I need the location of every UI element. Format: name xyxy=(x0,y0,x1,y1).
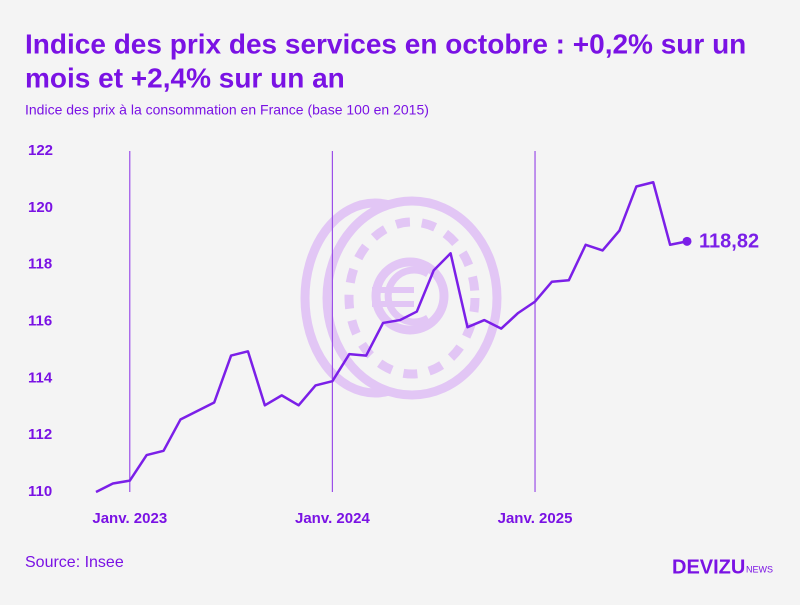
value-label: 118,82 xyxy=(699,231,759,253)
y-tick-label: 114 xyxy=(28,369,53,386)
y-tick-label: 122 xyxy=(28,142,53,159)
x-tick-label: Janv. 2023 xyxy=(92,510,167,527)
chart-title: Indice des prix des services en octobre … xyxy=(25,28,746,59)
end-point xyxy=(682,236,692,246)
y-tick-label: 118 xyxy=(28,256,52,273)
coin-watermark xyxy=(300,196,502,400)
chart-subtitle: Indice des prix à la consommation en Fra… xyxy=(25,102,429,118)
source: Source: Insee xyxy=(25,554,124,571)
line xyxy=(95,181,688,494)
x-tick-label: Janv. 2024 xyxy=(295,510,370,527)
y-tick-label: 116 xyxy=(28,312,52,329)
y-tick-label: 110 xyxy=(28,483,52,500)
x-tick-label: Janv. 2025 xyxy=(498,510,573,527)
chart-title: mois et +2,4% sur un an xyxy=(25,62,345,93)
y-tick-label: 112 xyxy=(28,426,52,443)
brand: DEVIZU xyxy=(672,556,745,578)
brand-suffix: NEWS xyxy=(746,564,773,574)
y-tick-label: 120 xyxy=(28,199,53,216)
